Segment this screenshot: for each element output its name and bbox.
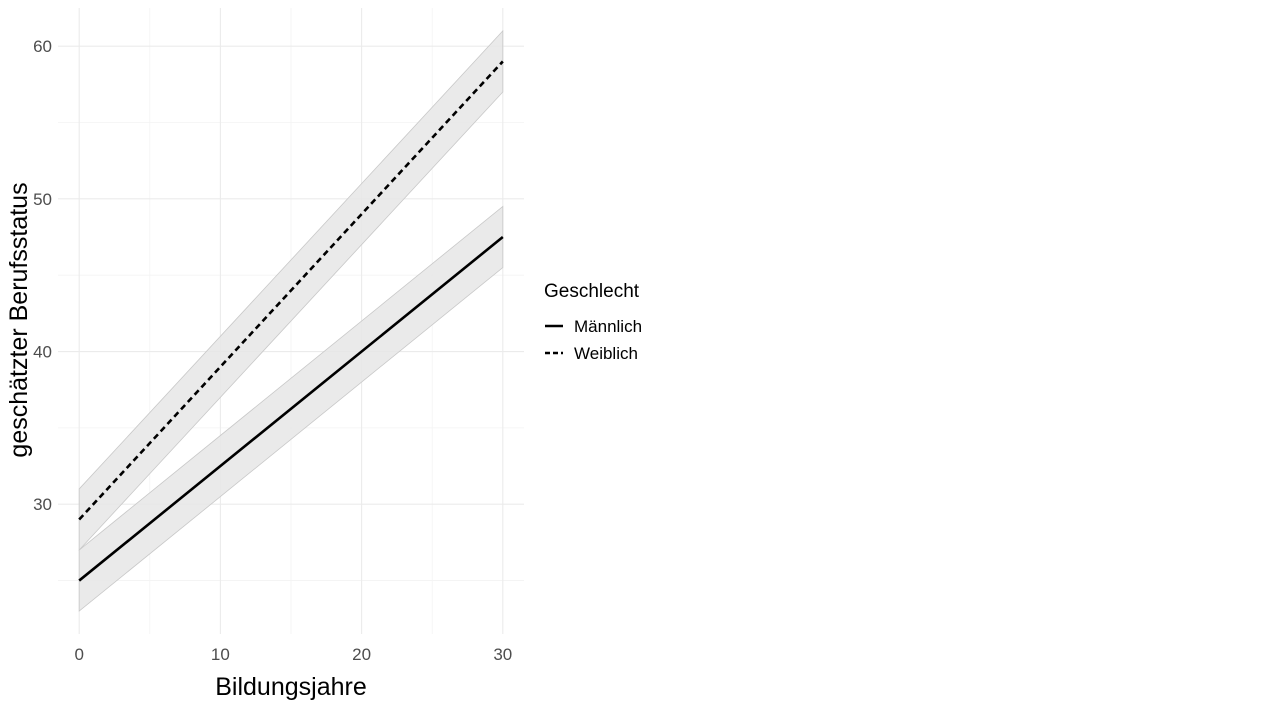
legend-label-0: Männlich [574, 317, 642, 336]
x-tick-label: 0 [74, 645, 83, 664]
x-tick-label: 10 [211, 645, 230, 664]
legend-title: Geschlecht [544, 281, 640, 302]
legend-items: Männlich Weiblich [545, 317, 642, 363]
y-axis-title: geschätzter Berufsstatus [5, 182, 33, 457]
series-line-1 [78, 60, 504, 521]
y-axis-ticks: 30 40 50 60 [33, 37, 52, 514]
series-lines [78, 60, 504, 582]
y-tick-label: 60 [33, 37, 52, 56]
y-tick-label: 30 [33, 495, 52, 514]
x-tick-label: 30 [493, 645, 512, 664]
x-axis-ticks: 0 10 20 30 [74, 645, 512, 664]
series-line-0 [78, 236, 504, 582]
y-tick-label: 50 [33, 190, 52, 209]
legend-label-1: Weiblich [574, 344, 638, 363]
y-tick-label: 40 [33, 343, 52, 362]
x-tick-label: 20 [352, 645, 371, 664]
legend: Geschlecht Männlich Weiblich [544, 281, 642, 363]
x-axis-title: Bildungsjahre [215, 673, 367, 701]
